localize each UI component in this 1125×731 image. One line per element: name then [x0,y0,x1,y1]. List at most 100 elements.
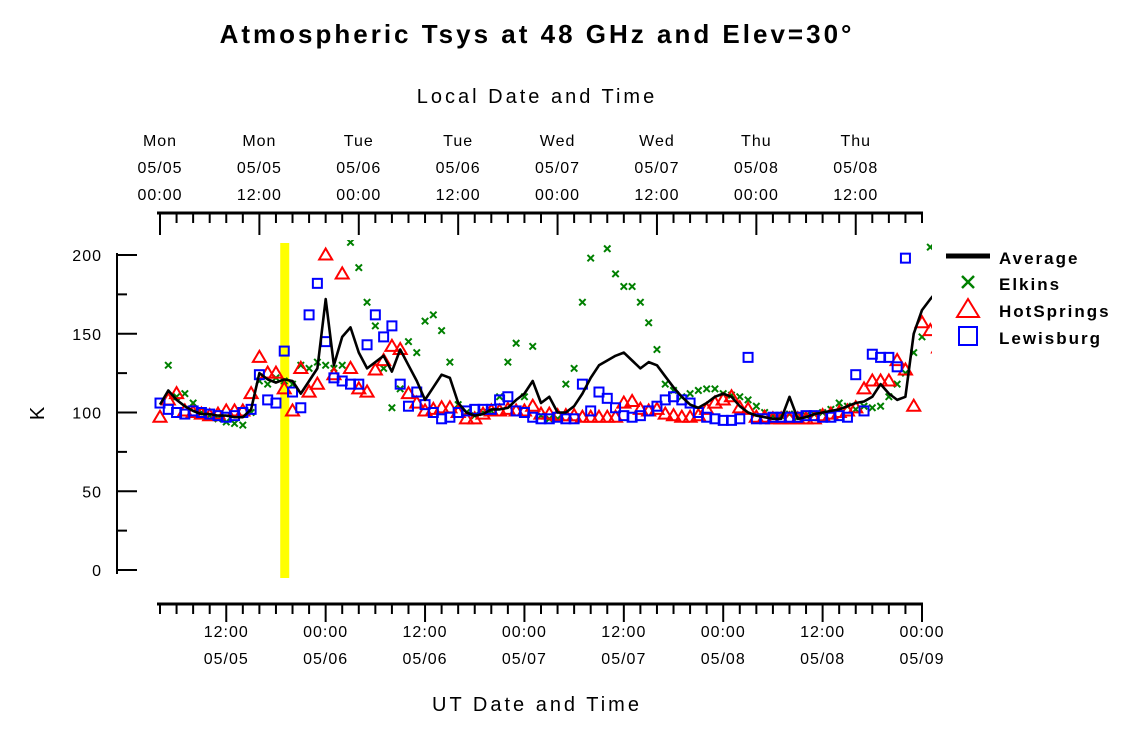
point-lewisburg [585,405,597,417]
point-elkins-stroke [711,384,719,393]
point-elkins-stroke [702,384,711,393]
point-hotsprings [673,408,691,423]
point-elkins [653,345,661,354]
point-lewisburg [601,392,613,404]
point-hotsprings [665,407,682,422]
point-elkins-stroke [429,310,438,319]
point-lewisburg [899,252,911,264]
bottom-tick-date: 05/08 [701,651,746,668]
point-lewisburg [883,351,895,363]
point-lewisburg [850,369,862,381]
point-hotsprings [292,359,310,374]
point-elkins-stroke [619,282,628,291]
point-elkins [189,399,198,407]
point-elkins-stroke [189,399,198,407]
point-elkins [570,364,579,373]
point-hotsprings [922,322,932,337]
point-elkins-stroke [321,361,330,370]
point-lewisburg [353,378,365,390]
point-lewisburg [378,331,390,343]
point-hotsprings [342,359,359,374]
point-elkins-stroke [661,380,670,389]
series-line-average [158,295,932,421]
point-hotsprings [391,341,409,356]
point-elkins [702,384,711,393]
point-elkins [338,361,347,370]
point-elkins [876,402,885,411]
point-elkins-stroke [164,361,173,370]
point-lewisburg [303,309,315,321]
point-lewisburg [427,407,439,418]
point-lewisburg [287,386,299,398]
point-hotsprings [251,348,268,363]
point-lewisburg [593,386,605,398]
point-elkins [611,269,620,278]
point-elkins-stroke [644,318,653,327]
point-elkins-stroke [744,395,752,404]
top-tick-time: 00:00 [336,187,381,204]
point-elkins [636,298,645,307]
point-elkins [661,380,670,389]
plot-area [151,240,932,430]
point-lewisburg [568,413,580,425]
point-elkins [371,321,380,330]
legend-label-hotsprings: HotSprings [999,302,1111,321]
top-tick-date: 05/08 [833,160,878,177]
top-tick-time: 12:00 [634,187,679,204]
point-elkins-stroke [412,348,421,357]
point-lewisburg [369,309,381,321]
top-axis-title: Local Date and Time [417,86,657,108]
point-lewisburg [891,361,903,373]
point-elkins [437,326,446,335]
point-elkins [238,421,247,430]
bottom-tick-date: 05/08 [800,651,845,668]
top-tick-day: Wed [639,133,675,150]
bottom-tick-time: 00:00 [502,624,547,641]
point-lewisburg [610,402,622,414]
bottom-tick-date: 05/07 [601,651,646,668]
legend-swatch-elkins [961,275,975,289]
point-elkins [868,403,877,412]
top-tick-time: 00:00 [734,187,779,204]
top-tick-date: 05/06 [336,160,381,177]
point-elkins [744,395,752,404]
point-hotsprings [300,383,318,398]
point-elkins-stroke [404,337,413,346]
point-lewisburg [394,378,406,390]
legend-label-average: Average [999,249,1079,268]
point-lewisburg [386,320,398,332]
point-hotsprings [383,337,401,352]
point-lewisburg [311,277,323,289]
point-elkins [528,342,537,351]
point-elkins-stroke [628,282,637,291]
point-elkins-stroke [686,389,694,398]
highlight-band [280,243,290,578]
bottom-tick-date: 05/09 [899,651,944,668]
point-elkins-stroke [603,244,612,253]
bottom-tick-date: 05/06 [303,651,348,668]
point-hotsprings [309,375,326,390]
point-elkins-stroke [520,392,529,401]
bottom-tick-time: 00:00 [303,624,348,641]
top-tick-time: 12:00 [436,187,481,204]
point-elkins-stroke [512,339,521,348]
point-elkins [354,263,363,272]
top-tick-time: 12:00 [833,187,878,204]
point-elkins-stroke [354,263,363,272]
point-elkins [321,361,330,370]
point-lewisburg [320,336,332,348]
point-lewisburg [278,345,290,357]
legend-swatch-lewisburg [958,326,978,346]
point-elkins [686,389,694,398]
point-elkins [412,348,421,357]
point-elkins-stroke [926,243,932,252]
point-elkins-stroke [230,419,239,428]
point-lewisburg [295,402,307,414]
point-elkins-stroke [363,298,371,307]
point-elkins-stroke [578,298,587,307]
point-elkins-stroke [421,317,429,326]
y-tick-label: 200 [72,248,102,265]
point-elkins-stroke [346,240,355,247]
point-hotsprings [333,265,351,280]
